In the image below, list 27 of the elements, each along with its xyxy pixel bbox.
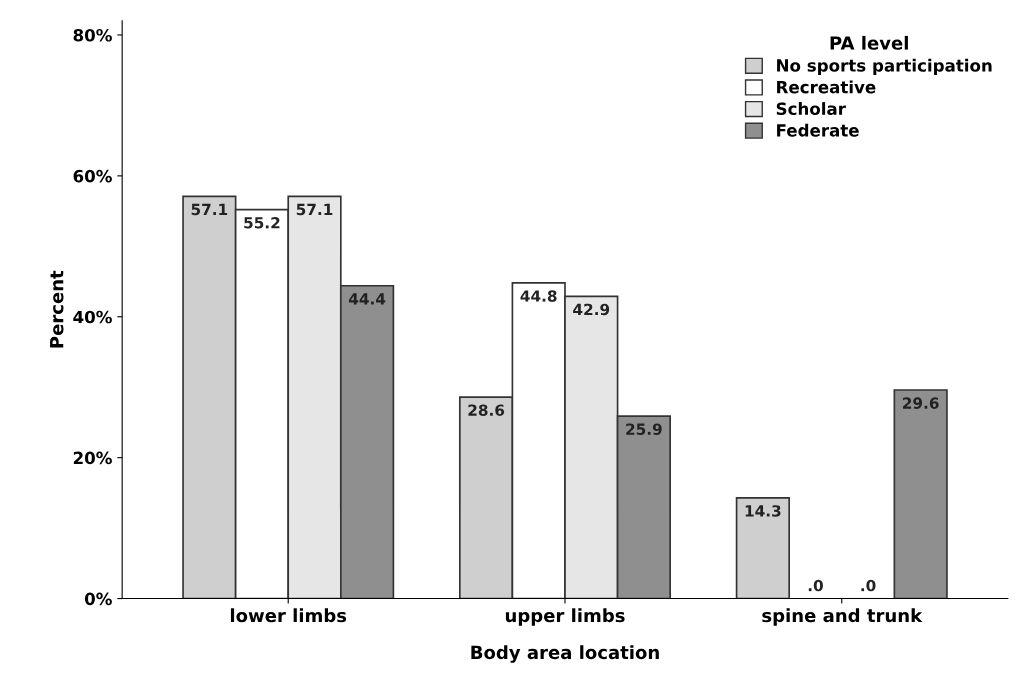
data-label: .0	[861, 579, 876, 592]
data-label: 57.1	[296, 203, 333, 216]
legend-label: Federate	[777, 123, 859, 137]
data-label: 44.8	[520, 290, 557, 302]
x-tick-label: lower limbs	[230, 608, 347, 623]
y-tick-label: 0%	[84, 592, 112, 606]
legend-label: Recreative	[777, 80, 876, 94]
data-label: 25.9	[626, 423, 662, 435]
x-axis-title: Body area location	[471, 645, 659, 663]
y-tick-label: 40%	[73, 310, 112, 324]
y-tick-label: 80%	[73, 28, 112, 42]
y-tick-label: 60%	[73, 169, 112, 183]
x-tick-label: upper limbs	[505, 608, 625, 626]
x-tick-label: spine and trunk	[762, 608, 923, 626]
data-label: 57.1	[191, 203, 228, 216]
y-tick-label: 20%	[73, 451, 112, 465]
legend-label: Scholar	[776, 102, 846, 116]
legend-title: PA level	[830, 35, 908, 50]
data-label: 44.4	[348, 293, 386, 305]
data-label: .0	[808, 579, 823, 592]
y-axis-title: Percent	[50, 270, 64, 348]
data-label: 55.2	[244, 217, 280, 229]
legend-label: No sports participation	[777, 58, 992, 75]
data-label: 29.6	[903, 397, 939, 409]
data-label: 28.6	[468, 404, 505, 416]
data-label: 14.3	[745, 505, 781, 517]
data-label: 42.9	[573, 303, 610, 316]
